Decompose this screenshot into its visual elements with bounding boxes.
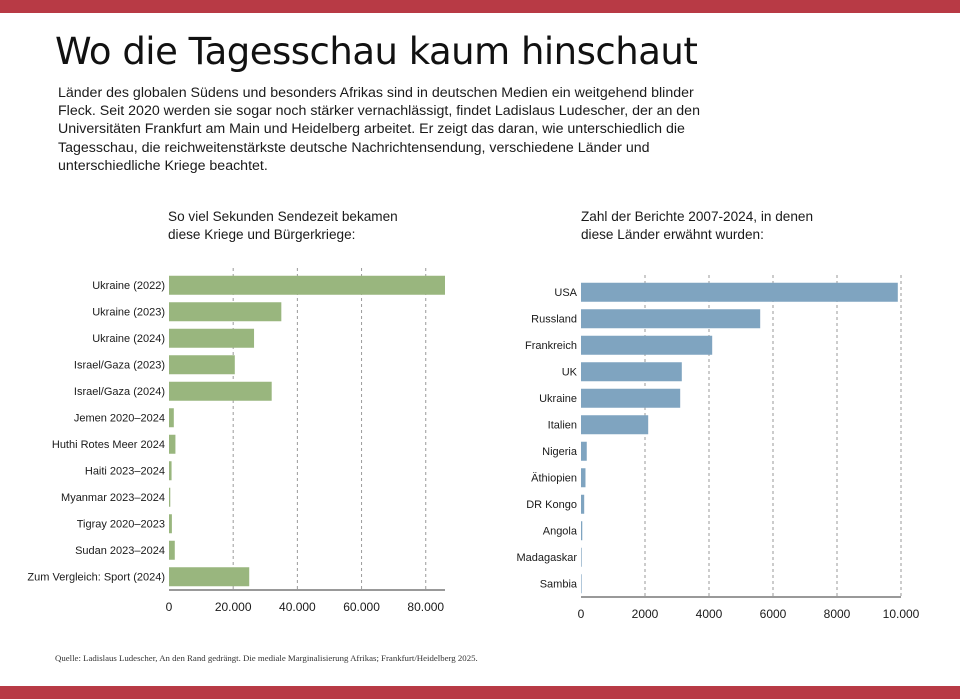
war-airtime-chart: Ukraine (2022) Ukraine (2023) Ukraine (202… <box>27 268 445 614</box>
category-label: UK <box>562 367 578 379</box>
category-label: USA <box>554 287 577 299</box>
tick-label: 80.000 <box>407 600 444 614</box>
bar <box>581 468 586 488</box>
bar <box>581 415 649 435</box>
bar <box>581 335 713 355</box>
bar <box>169 275 445 295</box>
intro-text: Länder des globalen Südens und besonders… <box>58 85 700 174</box>
bar <box>169 381 272 401</box>
category-label: Madagaskar <box>516 552 577 564</box>
bar <box>169 302 282 322</box>
category-label: Haiti 2023–2024 <box>85 466 165 478</box>
category-label: Israel/Gaza (2023) <box>74 360 165 372</box>
bar <box>169 328 255 348</box>
tick-label: 2000 <box>632 607 659 621</box>
bar <box>581 521 583 541</box>
bar <box>169 408 174 428</box>
category-label: Nigeria <box>542 446 578 458</box>
chart-right-title: Zahl der Berichte 2007-2024, in denen di… <box>581 209 814 242</box>
bottom-frame-bar <box>0 686 960 699</box>
bar <box>581 494 585 514</box>
category-label: Frankreich <box>525 340 577 352</box>
country-reports-chart: USA Russland Frankreich UK Ukraine Italien Nig… <box>516 275 920 621</box>
category-label: Ukraine (2023) <box>92 307 165 319</box>
category-label: Angola <box>543 526 578 538</box>
bar <box>169 434 176 454</box>
category-label: Huthi Rotes Meer 2024 <box>52 439 165 451</box>
bar <box>581 362 682 382</box>
category-label: Zum Vergleich: Sport (2024) <box>27 572 165 584</box>
bar <box>581 282 898 302</box>
tick-label: 60.000 <box>343 600 380 614</box>
page-title: Wo die Tagesschau kaum hinschaut <box>55 30 698 73</box>
bar <box>581 309 761 329</box>
category-label: Italien <box>548 420 577 432</box>
chart-left-title: So viel Sekunden Sendezeit bekamen diese… <box>168 209 398 242</box>
bar <box>581 547 582 567</box>
tick-label: 8000 <box>824 607 851 621</box>
category-label: Tigray 2020–2023 <box>77 519 165 531</box>
tick-label: 4000 <box>696 607 723 621</box>
tick-label: 10.000 <box>883 607 920 621</box>
category-label: Israel/Gaza (2024) <box>74 386 165 398</box>
category-label: Jemen 2020–2024 <box>74 413 165 425</box>
category-label: Ukraine <box>539 393 577 405</box>
category-label: Sudan 2023–2024 <box>75 545 165 557</box>
category-label: Ukraine (2024) <box>92 333 165 345</box>
category-label: Äthiopien <box>531 473 577 485</box>
category-label: DR Kongo <box>526 499 577 511</box>
bar <box>581 574 582 594</box>
top-frame-bar <box>0 0 960 13</box>
category-label: Ukraine (2022) <box>92 280 165 292</box>
category-label: Myanmar 2023–2024 <box>61 492 165 504</box>
category-label: Russland <box>531 314 577 326</box>
bar <box>169 540 175 560</box>
bar <box>169 355 235 375</box>
bar <box>169 567 250 587</box>
source-note: Quelle: Ladislaus Ludescher, An den Rand… <box>55 653 478 663</box>
tick-label: 0 <box>166 600 173 614</box>
tick-label: 40.000 <box>279 600 316 614</box>
tick-label: 0 <box>578 607 585 621</box>
tick-label: 6000 <box>760 607 787 621</box>
category-label: Sambia <box>540 579 578 591</box>
bar <box>581 441 587 461</box>
bar <box>169 487 171 507</box>
bar <box>169 514 172 534</box>
tick-label: 20.000 <box>215 600 252 614</box>
bar <box>169 461 172 481</box>
bar <box>581 388 681 408</box>
